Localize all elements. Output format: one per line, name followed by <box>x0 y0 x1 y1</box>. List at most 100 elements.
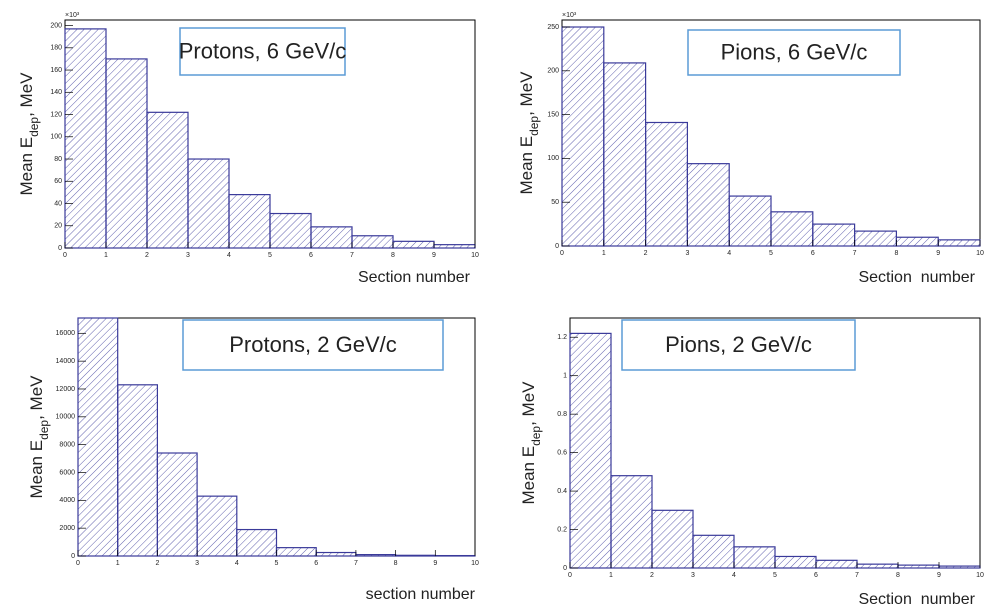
title-box <box>179 27 346 76</box>
bar <box>105 58 148 249</box>
y-axis-label: Mean Edep, MeV <box>519 381 543 505</box>
x-tick-label: 9 <box>432 252 436 259</box>
x-tick-label: 7 <box>855 572 859 579</box>
x-tick-label: 8 <box>391 252 395 259</box>
bar <box>610 475 653 569</box>
x-tick-label: 9 <box>936 250 940 257</box>
y-tick-label: 6000 <box>59 469 75 476</box>
bar <box>853 230 897 247</box>
x-axis-label: Section number <box>358 269 471 286</box>
y-tick-label: 10000 <box>56 414 76 421</box>
x-tick-label: 4 <box>732 572 736 579</box>
y-tick-label: 140 <box>50 89 62 96</box>
x-axis-label: Section number <box>858 591 975 608</box>
x-tick-label: 0 <box>568 572 572 579</box>
y-tick-label: 250 <box>547 24 559 31</box>
y-label-end: , MeV <box>519 381 538 426</box>
bar <box>692 534 735 569</box>
y-tick-label: 200 <box>547 68 559 75</box>
y-tick-label: 0 <box>555 243 559 250</box>
x-tick-label: 8 <box>894 250 898 257</box>
bar <box>315 551 357 557</box>
bar <box>187 158 230 249</box>
x-axis-label: section number <box>366 586 476 603</box>
bar <box>146 111 189 249</box>
y-tick-label: 8000 <box>59 441 75 448</box>
x-tick-label: 3 <box>186 252 190 259</box>
x-tick-label: 4 <box>235 560 239 567</box>
x-tick-label: 3 <box>195 560 199 567</box>
title-box <box>182 319 444 371</box>
x-tick-label: 2 <box>644 250 648 257</box>
bar <box>64 28 107 249</box>
y-tick-label: 14000 <box>56 358 76 365</box>
title-box <box>687 29 901 76</box>
y-tick-label: 50 <box>551 199 559 206</box>
y-tick-label: 0 <box>58 245 62 252</box>
x-tick-label: 6 <box>811 250 815 257</box>
x-tick-label: 10 <box>471 252 479 259</box>
x-tick-label: 9 <box>937 572 941 579</box>
y-tick-label: 20 <box>54 223 62 230</box>
x-tick-label: 3 <box>685 250 689 257</box>
y-label-end: , MeV <box>27 375 46 420</box>
y-tick-label: 80 <box>54 156 62 163</box>
x-tick-label: 7 <box>350 252 354 259</box>
bar <box>569 332 612 569</box>
y-label-main: Mean E <box>517 136 536 195</box>
x-tick-label: 1 <box>116 560 120 567</box>
y-label-end: , MeV <box>17 72 36 117</box>
x-tick-label: 0 <box>63 252 67 259</box>
y-tick-label: 150 <box>547 111 559 118</box>
box-title: Protons, 2 GeV/c <box>229 332 397 357</box>
bar <box>117 384 158 557</box>
bar <box>236 528 278 557</box>
bar <box>275 547 317 557</box>
bar <box>938 565 981 569</box>
x-tick-label: 10 <box>976 250 984 257</box>
x-tick-label: 9 <box>433 560 437 567</box>
y-tick-label: 2000 <box>59 525 75 532</box>
bar <box>228 194 271 249</box>
y-axis-label: Mean Edep, MeV <box>27 375 51 499</box>
y-label-main: Mean E <box>17 137 36 196</box>
y-tick-label: 0.2 <box>557 526 567 533</box>
x-tick-label: 6 <box>814 572 818 579</box>
bar <box>686 163 730 247</box>
y-label-sub: dep <box>527 116 541 136</box>
y-tick-label: 16000 <box>56 330 76 337</box>
y-tick-label: 180 <box>50 45 62 52</box>
y-tick-label: 40 <box>54 200 62 207</box>
bar <box>310 226 353 249</box>
x-tick-label: 2 <box>155 560 159 567</box>
y-tick-label: 4000 <box>59 497 75 504</box>
x-tick-label: 5 <box>769 250 773 257</box>
y-tick-label: 0.8 <box>557 411 567 418</box>
y-label-sub: dep <box>37 420 51 440</box>
x-tick-label: 8 <box>896 572 900 579</box>
x-tick-label: 6 <box>309 252 313 259</box>
bar <box>774 555 817 569</box>
y-tick-label: 0 <box>71 553 75 560</box>
x-tick-label: 2 <box>145 252 149 259</box>
bar <box>895 236 939 247</box>
x-tick-label: 4 <box>727 250 731 257</box>
x-tick-label: 0 <box>76 560 80 567</box>
x-tick-label: 2 <box>650 572 654 579</box>
x-tick-label: 10 <box>471 560 479 567</box>
x-tick-label: 1 <box>602 250 606 257</box>
x-tick-label: 8 <box>394 560 398 567</box>
x-tick-label: 3 <box>691 572 695 579</box>
x-tick-label: 1 <box>609 572 613 579</box>
y-tick-label: 100 <box>547 155 559 162</box>
bar <box>651 509 694 569</box>
bar <box>561 26 605 247</box>
x-tick-label: 7 <box>853 250 857 257</box>
bar <box>603 62 647 247</box>
bar <box>937 239 981 247</box>
y-tick-label: 60 <box>54 178 62 185</box>
axis-multiplier: ×10³ <box>65 12 80 19</box>
box-title: Pions, 2 GeV/c <box>665 332 812 357</box>
bar <box>355 554 397 557</box>
